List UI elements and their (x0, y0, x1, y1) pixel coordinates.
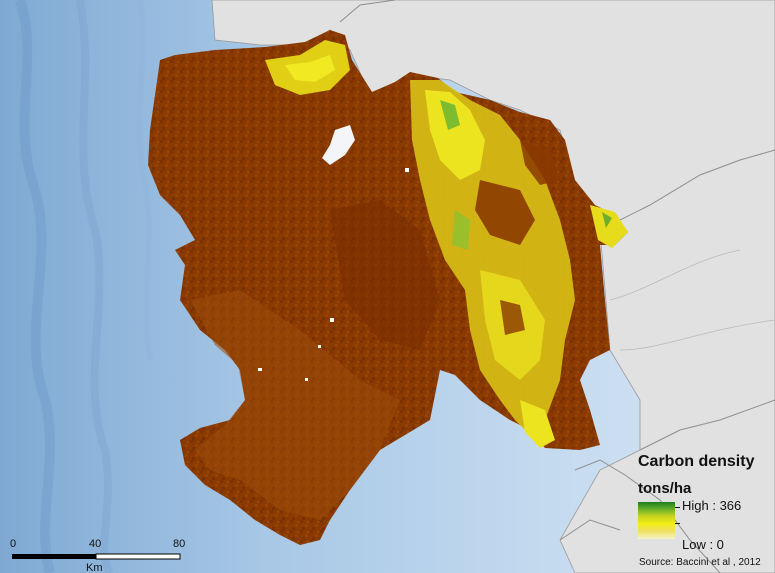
ocean-relief (15, 0, 153, 573)
scale-bar-graphic (12, 553, 181, 560)
scale-bar: 0 40 80 Km (10, 538, 200, 573)
high-carbon-patches (265, 40, 628, 448)
lake (322, 125, 355, 165)
scale-tick-80: 80 (173, 538, 186, 550)
legend: Carbon density tons/ha High : 366 Low : … (638, 452, 773, 552)
legend-high-label: High : 366 (682, 498, 742, 513)
legend-unit: tons/ha (638, 480, 692, 497)
scale-tick-40: 40 (89, 538, 102, 550)
legend-color-ramp (638, 502, 675, 539)
country-borders (339, 0, 775, 573)
legend-tick-high (675, 507, 680, 508)
source-credit: Source: Baccini et al , 2012 (639, 557, 761, 568)
low-carbon-core (330, 200, 440, 350)
no-data-cells (258, 168, 409, 381)
scale-unit: Km (86, 562, 103, 573)
mid-carbon-zone (190, 290, 400, 520)
legend-tick-mid (675, 523, 680, 524)
rivers (609, 249, 775, 351)
legend-low-label: Low : 0 (682, 537, 724, 552)
scale-tick-0: 0 (10, 538, 17, 550)
legend-title: Carbon density (638, 453, 755, 470)
